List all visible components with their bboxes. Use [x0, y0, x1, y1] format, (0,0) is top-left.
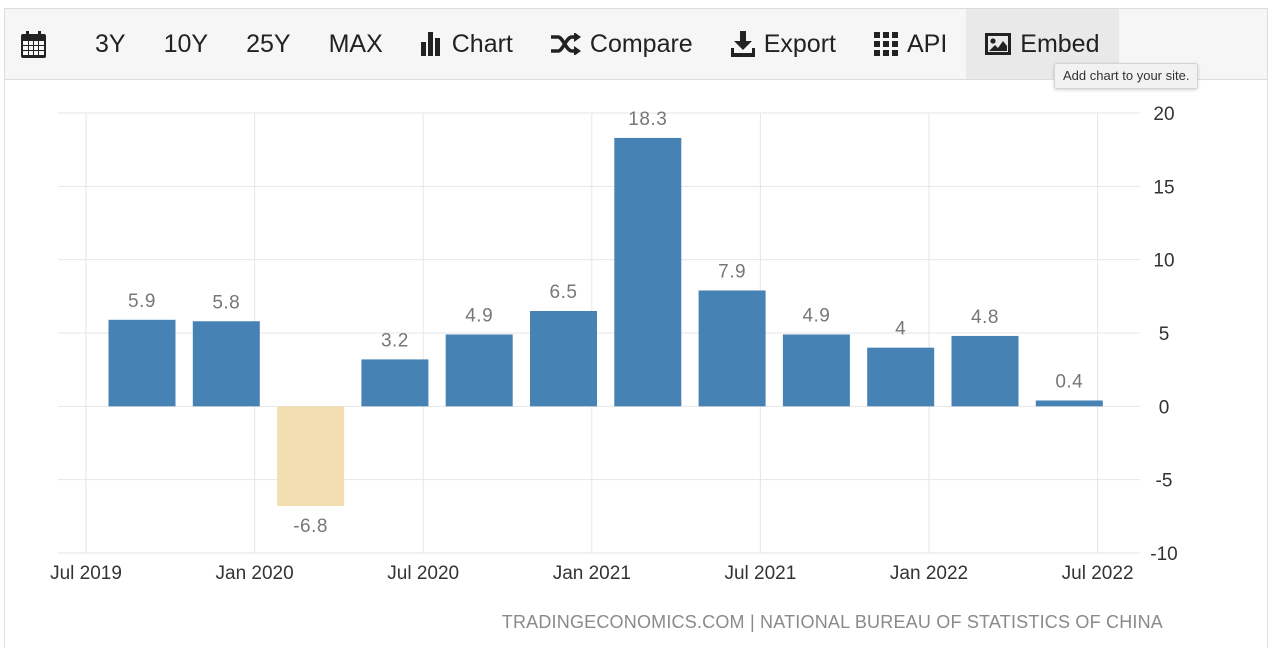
bar [445, 334, 513, 407]
bar [1035, 400, 1103, 407]
chart-label: Chart [451, 29, 513, 58]
x-tick-label: Jan 2022 [890, 563, 968, 584]
bar [782, 334, 850, 407]
bar [698, 290, 766, 407]
range-3y-button[interactable]: 3Y [76, 9, 145, 79]
y-tick-label: -10 [1150, 544, 1177, 565]
x-tick-label: Jul 2022 [1062, 563, 1134, 584]
grid-icon [873, 32, 898, 56]
bar [192, 321, 260, 407]
x-tick-label: Jan 2020 [216, 563, 294, 584]
range-3y-label: 3Y [95, 29, 126, 58]
data-label: 4.9 [465, 305, 493, 326]
bar-chart-icon [420, 32, 443, 56]
api-button[interactable]: API [855, 9, 966, 79]
compare-button[interactable]: Compare [532, 9, 712, 79]
data-label: 4 [895, 319, 906, 340]
x-tick-label: Jan 2021 [553, 563, 631, 584]
y-tick-label: 0 [1159, 397, 1170, 418]
data-label: 18.3 [628, 109, 667, 130]
embed-button[interactable]: Embed [966, 9, 1119, 79]
export-button[interactable]: Export [712, 9, 855, 79]
bar [867, 347, 935, 407]
data-label: 4.8 [971, 307, 999, 328]
image-icon [985, 33, 1012, 55]
data-label: 6.5 [550, 282, 578, 303]
x-tick-label: Jul 2020 [387, 563, 459, 584]
bar [530, 311, 597, 407]
x-tick-label: Jul 2019 [50, 563, 122, 584]
shuffle-icon [550, 33, 581, 55]
range-10y-button[interactable]: 10Y [145, 9, 227, 79]
source-credit: TRADINGECONOMICS.COM | NATIONAL BUREAU O… [501, 612, 1163, 632]
bar [108, 319, 176, 407]
bar [277, 406, 345, 507]
range-25y-button[interactable]: 25Y [227, 9, 309, 79]
data-label: 5.8 [212, 292, 240, 313]
data-label: 0.4 [1055, 371, 1083, 392]
download-icon [730, 31, 755, 57]
bar [361, 359, 429, 407]
range-25y-label: 25Y [246, 29, 291, 58]
embed-tooltip: Add chart to your site. [1054, 63, 1199, 89]
data-label: 5.9 [128, 291, 156, 312]
y-tick-label: 20 [1153, 104, 1174, 125]
calendar-icon [21, 30, 46, 58]
data-label: 3.2 [381, 330, 409, 351]
chart-button[interactable]: Chart [402, 9, 532, 79]
range-max-label: MAX [328, 29, 383, 58]
x-tick-label: Jul 2021 [724, 563, 796, 584]
export-label: Export [763, 29, 836, 58]
bar [614, 137, 682, 407]
toolbar: 3Y 10Y 25Y MAX Chart Compare [4, 8, 1268, 80]
data-label: 4.9 [802, 305, 830, 326]
embed-label: Embed [1020, 29, 1100, 58]
data-label: -6.8 [293, 516, 328, 537]
y-tick-label: -5 [1156, 471, 1173, 492]
api-label: API [906, 29, 948, 58]
data-label: 7.9 [718, 261, 746, 282]
bar [951, 335, 1019, 407]
compare-label: Compare [589, 29, 693, 58]
range-max-button[interactable]: MAX [310, 9, 402, 79]
y-tick-label: 15 [1153, 177, 1174, 198]
y-tick-label: 5 [1159, 324, 1170, 345]
y-tick-label: 10 [1153, 251, 1174, 272]
range-10y-label: 10Y [163, 29, 209, 58]
calendar-button[interactable] [5, 9, 76, 79]
